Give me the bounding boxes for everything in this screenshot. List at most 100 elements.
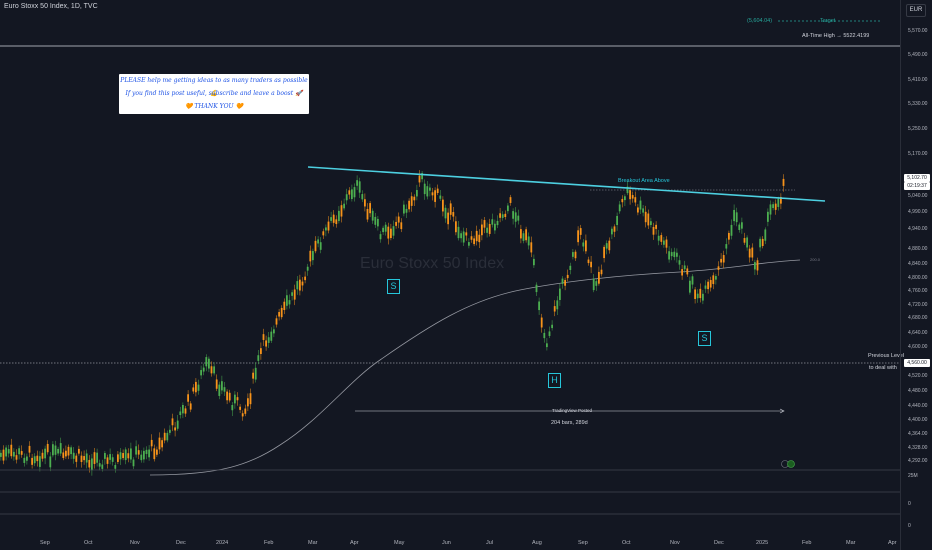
candle-body xyxy=(473,238,475,245)
time-tick: Mar xyxy=(846,540,856,546)
candle-body xyxy=(260,348,262,354)
candle-body xyxy=(780,196,782,204)
candle-body xyxy=(429,187,431,191)
candle-body xyxy=(663,240,665,245)
candle-body xyxy=(163,432,166,441)
price-tick: 4,840.00 xyxy=(908,261,928,267)
candle-body xyxy=(748,248,751,258)
candle-body xyxy=(582,242,585,247)
candle-body xyxy=(730,224,733,236)
candle-body xyxy=(78,448,80,454)
time-tick: Sep xyxy=(40,540,50,546)
candle-body xyxy=(31,457,33,465)
candle-body xyxy=(348,190,351,195)
target-value: (5,604.04) xyxy=(747,18,773,24)
candle-body xyxy=(556,300,559,310)
left-shoulder-label: S xyxy=(387,279,400,294)
candle-body xyxy=(314,240,317,252)
candle-body xyxy=(772,204,774,209)
candle-body xyxy=(127,453,130,459)
candle-body xyxy=(356,180,358,186)
candle-body xyxy=(371,210,374,221)
level-badge: 4,560.00 xyxy=(904,359,930,367)
candle-body xyxy=(262,334,265,340)
candle-body xyxy=(504,213,507,218)
candle-body xyxy=(15,455,18,460)
candle-body xyxy=(546,343,548,348)
candle-body xyxy=(267,337,270,343)
candle-body xyxy=(236,397,239,401)
candle-body xyxy=(13,451,15,457)
candle-body xyxy=(88,459,91,468)
candle-body xyxy=(215,379,218,389)
candle-body xyxy=(109,454,111,460)
candle-body xyxy=(5,447,7,457)
time-tick: Dec xyxy=(714,540,724,546)
candle-body xyxy=(494,223,496,231)
candle-body xyxy=(689,280,691,293)
candle-body xyxy=(156,449,158,455)
candle-body xyxy=(665,239,668,248)
currency-button[interactable]: EUR xyxy=(906,4,926,17)
candle-body xyxy=(639,200,642,210)
time-tick: Mar xyxy=(308,540,318,546)
candle-body xyxy=(530,242,533,253)
breakout-label: Breakout Area Above xyxy=(618,178,670,184)
previous-level-label-2: to deal with xyxy=(869,365,897,371)
time-tick: Nov xyxy=(670,540,680,546)
price-axis[interactable] xyxy=(900,0,932,550)
candle-body xyxy=(637,207,639,213)
candle-body xyxy=(686,268,689,275)
candle-body xyxy=(202,367,205,372)
countdown-badge: 02:19:37 xyxy=(904,182,930,190)
candle-body xyxy=(551,324,553,329)
candle-body xyxy=(525,229,527,241)
candle-body xyxy=(23,457,26,463)
candle-body xyxy=(709,280,712,288)
posted-label: TradingView Posted xyxy=(552,408,593,413)
candle-body xyxy=(416,189,418,197)
candle-body xyxy=(478,234,481,243)
candle-body xyxy=(283,301,286,311)
candle-body xyxy=(462,231,465,243)
candle-body xyxy=(725,244,728,249)
candle-body xyxy=(452,212,455,217)
candle-body xyxy=(358,181,361,193)
candle-body xyxy=(668,251,670,260)
time-tick: Sep xyxy=(578,540,588,546)
candle-body xyxy=(569,265,572,271)
candle-body xyxy=(733,209,735,222)
price-tick: 5,250.00 xyxy=(908,126,928,132)
candle-body xyxy=(509,197,512,203)
candle-body xyxy=(436,188,439,193)
candle-body xyxy=(278,312,280,317)
candle-body xyxy=(111,457,114,462)
candle-body xyxy=(488,223,491,234)
candle-body xyxy=(343,203,345,209)
candle-body xyxy=(189,403,192,410)
candle-body xyxy=(522,233,525,241)
candle-body xyxy=(137,450,140,455)
candle-body xyxy=(345,194,348,201)
candle-body xyxy=(18,448,20,455)
price-tick: 4,292.00 xyxy=(908,458,928,464)
candle-body xyxy=(70,447,72,455)
candle-body xyxy=(676,252,678,257)
candle-body xyxy=(369,203,371,214)
candle-body xyxy=(234,394,236,404)
candle-body xyxy=(145,449,148,454)
candle-body xyxy=(405,208,408,213)
price-tick: 4,400.00 xyxy=(908,417,928,423)
candle-body xyxy=(241,413,244,417)
candle-body xyxy=(26,456,28,461)
candle-body xyxy=(39,456,41,467)
candle-body xyxy=(683,265,686,270)
candle-body xyxy=(200,370,202,376)
time-tick: 2024 xyxy=(216,540,229,546)
candle-body xyxy=(431,192,434,196)
price-tick: 4,760.00 xyxy=(908,288,928,294)
candle-body xyxy=(330,217,332,221)
candle-body xyxy=(629,190,631,200)
candle-body xyxy=(338,210,340,222)
candle-body xyxy=(247,398,249,407)
